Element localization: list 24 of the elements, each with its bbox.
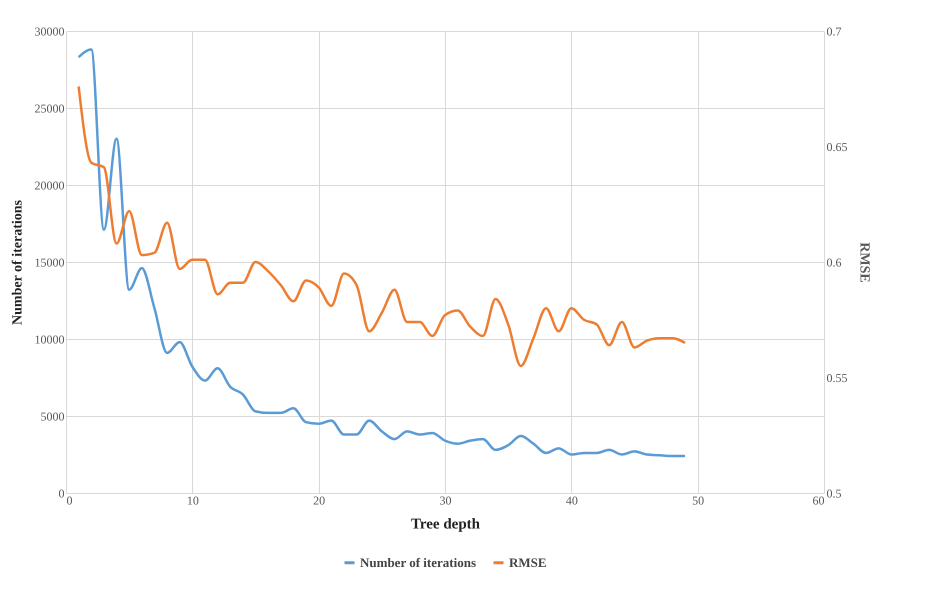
legend-label: RMSE xyxy=(509,554,547,570)
y2-tick-label: 0.65 xyxy=(826,140,848,154)
x-tick-label: 30 xyxy=(440,494,452,508)
line-series xyxy=(77,48,686,458)
y2-tick-label: 0.6 xyxy=(826,256,842,270)
line-series xyxy=(77,85,686,368)
x-tick-label: 50 xyxy=(692,494,704,508)
y-tick-label: 15000 xyxy=(34,256,64,270)
legend-label: Number of iterations xyxy=(360,554,476,570)
x-axis-title: Tree depth xyxy=(410,516,481,532)
x-tick-label: 10 xyxy=(186,494,199,508)
y2-tick-label: 0.7 xyxy=(826,24,842,38)
y2-tick-label: 0.55 xyxy=(826,371,848,385)
x-tick-label: 60 xyxy=(812,494,824,508)
x-tick-label: 20 xyxy=(313,494,326,508)
y2-tick-label: 0.5 xyxy=(826,486,842,500)
y-tick-label: 25000 xyxy=(34,102,64,116)
y-tick-label: 5000 xyxy=(40,410,64,424)
y-tick-label: 20000 xyxy=(34,178,64,192)
y-tick-label: 10000 xyxy=(34,332,64,346)
y-axis-title: Number of iterations xyxy=(10,199,26,325)
x-tick-label: 40 xyxy=(566,494,578,508)
y-tick-label: 30000 xyxy=(34,24,64,38)
y2-axis-title: RMSE xyxy=(856,242,872,283)
